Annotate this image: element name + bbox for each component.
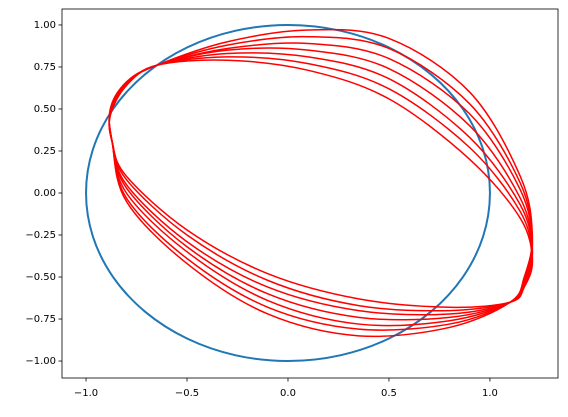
x-tick-label: −1.0	[74, 388, 98, 399]
y-tick-label: −0.50	[25, 272, 56, 283]
y-tick-label: 0.00	[34, 188, 56, 199]
series-line	[85, 23, 491, 363]
y-tick-label: −0.75	[25, 314, 56, 325]
x-tick-label: 0.5	[381, 388, 397, 399]
series-line	[108, 59, 534, 309]
plot-frame	[61, 8, 559, 379]
x-tick-label: 1.0	[482, 388, 498, 399]
x-tick-label: −0.5	[175, 388, 199, 399]
y-tick-label: −1.00	[25, 356, 56, 367]
y-tick-label: 0.50	[34, 104, 56, 115]
y-tick-label: 1.00	[34, 20, 56, 31]
y-tick-label: −0.25	[25, 230, 56, 241]
x-tick-label: 0.0	[280, 388, 296, 399]
y-tick-label: 0.75	[34, 62, 56, 73]
y-tick-label: 0.25	[34, 146, 56, 157]
